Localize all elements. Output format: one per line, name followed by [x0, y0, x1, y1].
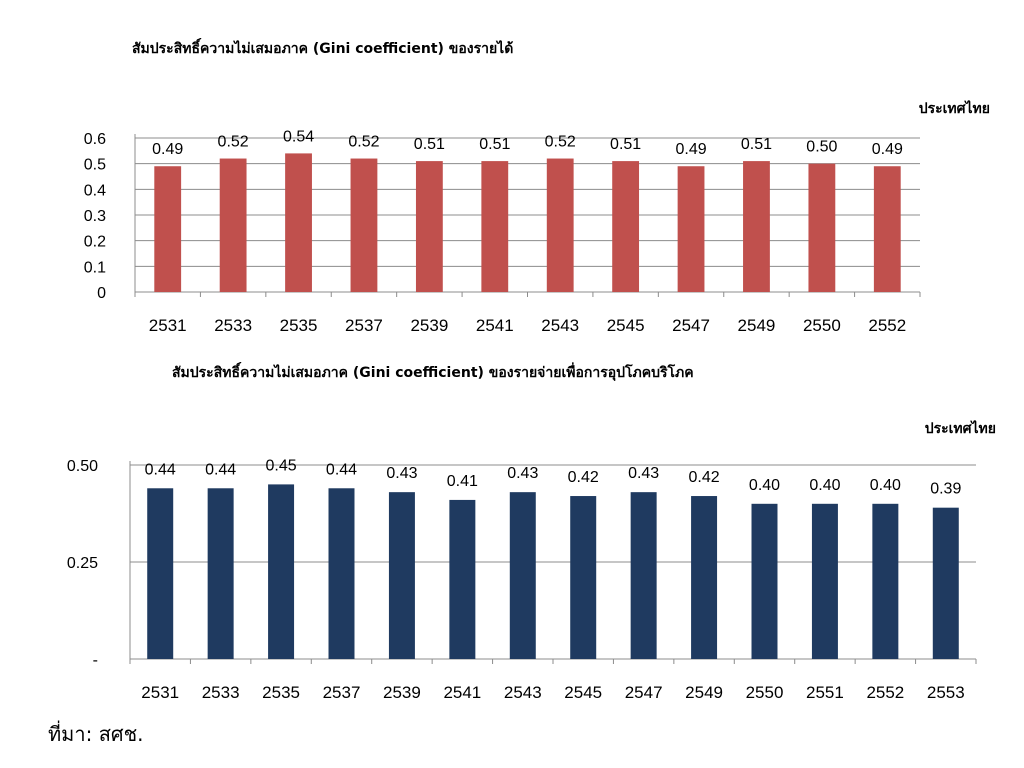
y-tick-label: 0.3 [84, 208, 106, 225]
x-tick-label: 2549 [738, 316, 776, 335]
data-label: 0.44 [326, 461, 357, 478]
y-tick-label: 0.50 [67, 458, 98, 475]
x-tick-label: 2547 [672, 316, 710, 335]
bar [873, 166, 901, 292]
data-label: 0.42 [689, 469, 720, 486]
bar [154, 166, 182, 292]
data-label: 0.54 [283, 128, 314, 145]
data-label: 0.40 [809, 477, 840, 494]
data-label: 0.51 [414, 136, 445, 153]
x-tick-label: 2552 [868, 316, 906, 335]
data-label: 0.44 [145, 461, 176, 478]
bar [219, 158, 247, 292]
data-label: 0.52 [545, 134, 576, 151]
chart1-title: สัมประสิทธิ์ความไม่เสมอภาค (Gini coeffic… [132, 41, 514, 57]
x-tick-label: 2543 [504, 683, 542, 702]
bar [328, 488, 355, 659]
bar [751, 503, 778, 659]
consumption-gini-chart: - 0.25 0.50 0.44 2531 0.44 2533 0.45 2535 0.44 253… [67, 457, 977, 702]
x-tick-label: 2539 [410, 316, 448, 335]
x-tick-label: 2550 [746, 683, 784, 702]
data-label: 0.51 [741, 136, 772, 153]
x-tick-label: 2547 [625, 683, 663, 702]
data-label: 0.49 [872, 141, 903, 158]
y-tick-label: - [93, 652, 98, 669]
x-tick-label: 2533 [202, 683, 240, 702]
data-label: 0.45 [266, 457, 297, 474]
data-label: 0.49 [152, 141, 183, 158]
data-label: 0.50 [806, 139, 837, 156]
x-tick-label: 2533 [214, 316, 252, 335]
x-tick-label: 2551 [806, 683, 844, 702]
income-gini-chart: 0 0.1 0.2 0.3 0.4 0.5 0.6 0.49 2531 0.52 2533 0.54 2… [84, 128, 921, 335]
bar [207, 488, 234, 659]
y-tick-label: 0.25 [67, 555, 98, 572]
bar [388, 492, 415, 659]
y-tick-label: 0 [97, 285, 106, 302]
y-tick-label: 0.1 [84, 259, 106, 276]
x-tick-label: 2543 [541, 316, 579, 335]
bar [743, 161, 770, 292]
bar [570, 496, 597, 659]
x-tick-label: 2537 [345, 316, 383, 335]
x-tick-label: 2550 [803, 316, 841, 335]
x-tick-label: 2552 [866, 683, 904, 702]
bar [350, 158, 378, 292]
y-tick-label: 0.5 [84, 157, 106, 174]
y-tick-label: 0.4 [84, 182, 106, 199]
data-label: 0.43 [386, 465, 417, 482]
x-tick-label: 2553 [927, 683, 965, 702]
data-label: 0.51 [479, 136, 510, 153]
bar [481, 161, 509, 292]
data-label: 0.43 [628, 465, 659, 482]
chart1-country-label: ประเทศไทย [918, 101, 990, 117]
bar [811, 503, 838, 659]
bar [630, 492, 657, 659]
x-tick-label: 2541 [443, 683, 481, 702]
bar [612, 161, 640, 292]
x-tick-label: 2537 [323, 683, 361, 702]
data-label: 0.43 [507, 465, 538, 482]
data-label: 0.40 [749, 477, 780, 494]
x-tick-label: 2539 [383, 683, 421, 702]
data-label: 0.52 [218, 134, 249, 151]
x-tick-label: 2541 [476, 316, 514, 335]
source-note: ที่มา: สศช. [48, 722, 144, 746]
bar [509, 492, 536, 659]
bar [147, 488, 174, 659]
bar [677, 166, 705, 292]
chart2-title: สัมประสิทธิ์ความไม่เสมอภาค (Gini coeffic… [172, 365, 694, 381]
bar [546, 158, 574, 292]
bar [415, 161, 443, 292]
chart2-country-label: ประเทศไทย [924, 421, 996, 437]
bar [691, 496, 718, 659]
bar [808, 163, 836, 292]
data-label: 0.51 [610, 136, 641, 153]
x-tick-label: 2545 [607, 316, 645, 335]
data-label: 0.42 [568, 469, 599, 486]
x-tick-label: 2549 [685, 683, 723, 702]
x-tick-label: 2531 [149, 316, 187, 335]
x-tick-label: 2531 [141, 683, 179, 702]
data-label: 0.39 [930, 481, 961, 498]
data-label: 0.49 [675, 141, 706, 158]
bar [268, 484, 295, 659]
data-label: 0.40 [870, 477, 901, 494]
bar [932, 507, 959, 659]
data-label: 0.44 [205, 461, 236, 478]
y-tick-label: 0.2 [84, 234, 106, 251]
y-tick-label: 0.6 [84, 131, 106, 148]
data-label: 0.52 [348, 134, 379, 151]
bar [449, 499, 476, 659]
x-tick-label: 2535 [280, 316, 318, 335]
bar [285, 153, 312, 292]
x-tick-label: 2545 [564, 683, 602, 702]
bar [872, 503, 899, 659]
x-tick-label: 2535 [262, 683, 300, 702]
data-label: 0.41 [447, 473, 478, 490]
